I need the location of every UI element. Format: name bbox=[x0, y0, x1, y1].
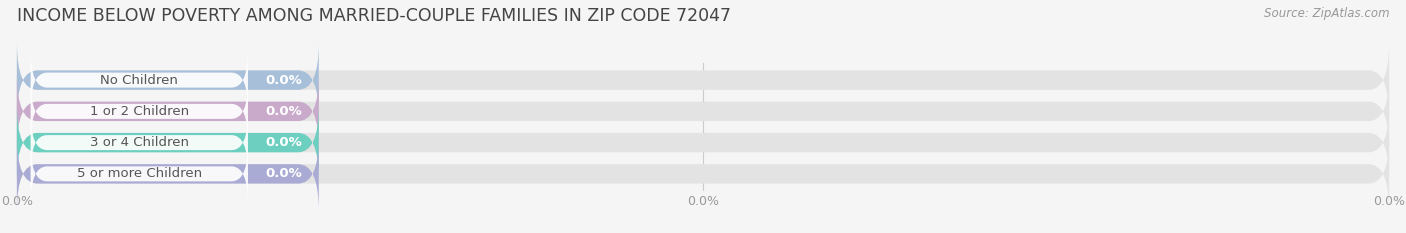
Text: INCOME BELOW POVERTY AMONG MARRIED-COUPLE FAMILIES IN ZIP CODE 72047: INCOME BELOW POVERTY AMONG MARRIED-COUPL… bbox=[17, 7, 731, 25]
Text: 0.0%: 0.0% bbox=[264, 136, 302, 149]
FancyBboxPatch shape bbox=[17, 137, 319, 211]
Text: 0.0%: 0.0% bbox=[264, 74, 302, 87]
Text: Source: ZipAtlas.com: Source: ZipAtlas.com bbox=[1264, 7, 1389, 20]
Text: 3 or 4 Children: 3 or 4 Children bbox=[90, 136, 188, 149]
Text: 0.0%: 0.0% bbox=[264, 105, 302, 118]
FancyBboxPatch shape bbox=[31, 113, 247, 173]
Text: 5 or more Children: 5 or more Children bbox=[77, 167, 202, 180]
FancyBboxPatch shape bbox=[31, 144, 247, 204]
FancyBboxPatch shape bbox=[17, 43, 319, 117]
FancyBboxPatch shape bbox=[31, 81, 247, 141]
FancyBboxPatch shape bbox=[17, 105, 1389, 180]
FancyBboxPatch shape bbox=[17, 74, 319, 149]
FancyBboxPatch shape bbox=[31, 50, 247, 110]
FancyBboxPatch shape bbox=[17, 137, 1389, 211]
Text: 0.0%: 0.0% bbox=[264, 167, 302, 180]
FancyBboxPatch shape bbox=[17, 43, 1389, 117]
FancyBboxPatch shape bbox=[17, 105, 319, 180]
Text: No Children: No Children bbox=[100, 74, 179, 87]
FancyBboxPatch shape bbox=[17, 74, 1389, 149]
Text: 1 or 2 Children: 1 or 2 Children bbox=[90, 105, 188, 118]
